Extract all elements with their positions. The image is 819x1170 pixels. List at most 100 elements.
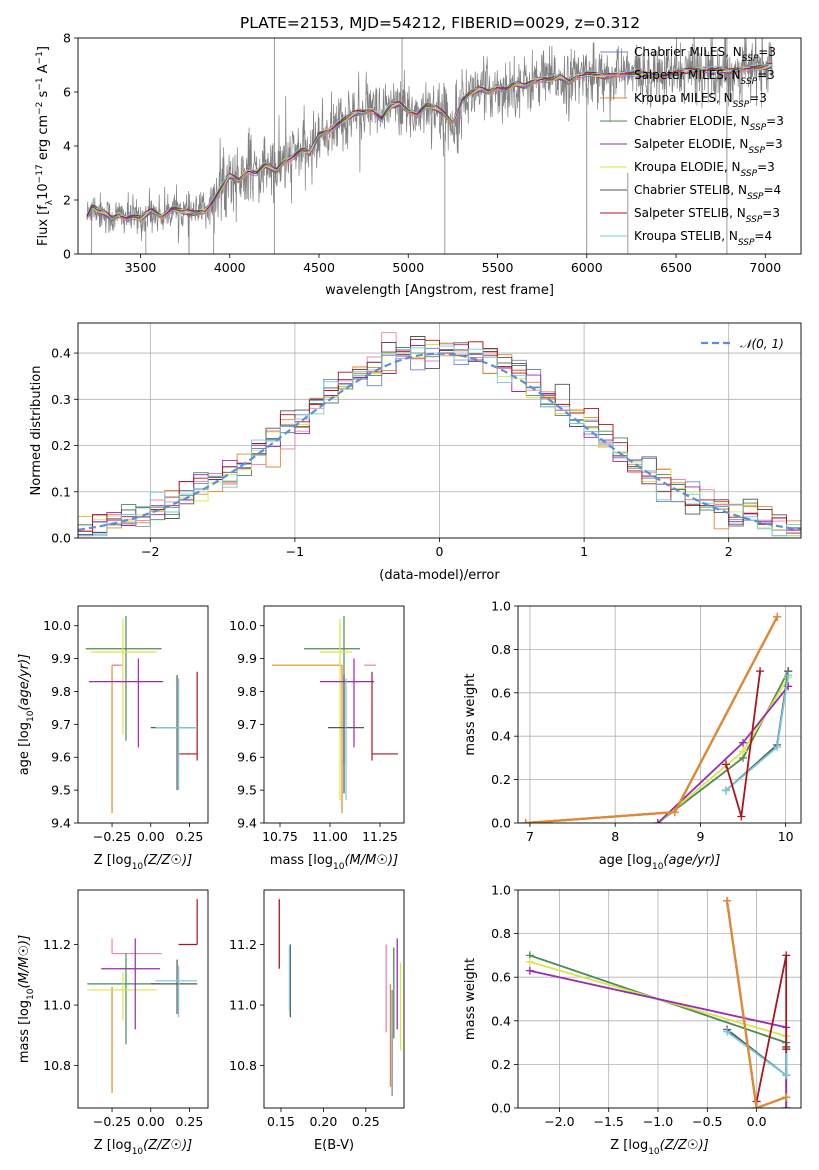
label-part: 10 bbox=[26, 988, 36, 1000]
x-tick-label: 0.00 bbox=[137, 1114, 165, 1129]
x-tick-label: 0.25 bbox=[352, 1114, 380, 1129]
y-axis-label: age [log10(age/yr)] bbox=[17, 654, 36, 776]
plot-area-mass_weight_vs_age bbox=[518, 606, 801, 823]
label-part: =3 bbox=[749, 91, 767, 105]
x-tick-label: 5000 bbox=[392, 260, 424, 275]
weight-marker-salpeter_elodie bbox=[525, 966, 534, 975]
weight-marker-kroupa_miles bbox=[773, 612, 782, 621]
errorbar-chabrier_elodie bbox=[304, 615, 360, 764]
y-tick-label: 10.8 bbox=[229, 1058, 257, 1073]
label-part: Kroupa MILES, N bbox=[634, 91, 733, 105]
x-tick-label: 4000 bbox=[214, 260, 246, 275]
y-axis-label: mass weight bbox=[463, 958, 478, 1040]
label-part: SSP bbox=[741, 77, 758, 87]
x-tick-label: −2.0 bbox=[544, 1114, 574, 1129]
x-tick-label: 0.0 bbox=[747, 1114, 767, 1129]
axes-mass_weight_vs_Z: −2.0 −1.5 −1.0 −0.5 0.0 0.0 0.2 0.4 0.6 0.8 1.0 Z [… bbox=[463, 883, 802, 1157]
weight-marker-kroupa_stelib bbox=[723, 1027, 732, 1036]
errorbar-chabrier_elodie bbox=[87, 953, 161, 1045]
x-tick-label: 9 bbox=[696, 829, 704, 844]
y-tick-label: 0.6 bbox=[491, 970, 511, 985]
x-tick-label: 3500 bbox=[125, 260, 157, 275]
label-part: 10 bbox=[333, 862, 345, 872]
model-fit-kroupa_elodie bbox=[86, 64, 772, 221]
weight-marker-kroupa_stelib bbox=[784, 671, 793, 680]
y-tick-label: 1.0 bbox=[491, 599, 511, 614]
x-tick-label: 2 bbox=[725, 544, 733, 559]
weight-marker-salpeter_elodie bbox=[653, 819, 662, 823]
label-part: Kroupa ELODIE, N bbox=[634, 160, 741, 174]
axes-frame bbox=[517, 605, 802, 824]
model-fit-chabrier_stelib bbox=[86, 62, 772, 219]
weight-marker-salpeter_stelib bbox=[721, 760, 730, 769]
errorbar-salpeter_stelib bbox=[178, 899, 198, 946]
errorbar-kroupa_elodie bbox=[90, 619, 157, 735]
y-tick-label: 0.2 bbox=[51, 438, 71, 453]
label-part: =3 bbox=[762, 206, 780, 220]
x-tick-label: 10 bbox=[778, 829, 794, 844]
errorbar-chabrier_stelib bbox=[150, 675, 198, 791]
axes-age_vs_mass: 10.75 11.00 11.25 9.4 9.5 9.6 9.7 9.8 9.9 10.0 mas… bbox=[229, 605, 405, 872]
y-tick-label: 0.3 bbox=[51, 392, 71, 407]
label-part: Z [log bbox=[94, 1138, 132, 1153]
y-axis-label: mass weight bbox=[463, 673, 478, 755]
errorbar-kroupa_elodie bbox=[320, 619, 352, 800]
label-part: 10 bbox=[652, 862, 664, 872]
plot-area-mass_vs_EBV bbox=[278, 899, 402, 1096]
label-part: SSP bbox=[750, 123, 767, 133]
y-tick-label: 0.0 bbox=[51, 531, 71, 546]
y-tick-label: 9.9 bbox=[237, 651, 257, 666]
label-part: Z [log bbox=[94, 853, 132, 868]
x-tick-label: −1.0 bbox=[643, 1114, 673, 1129]
x-tick-label: 0.15 bbox=[267, 1114, 295, 1129]
x-tick-label: 8 bbox=[611, 829, 619, 844]
label-part: −2 bbox=[35, 102, 45, 115]
label-part: Flux [f bbox=[36, 205, 51, 246]
y-tick-label: 0.0 bbox=[491, 816, 511, 831]
x-axis-label: E(B-V) bbox=[314, 1138, 354, 1153]
y-tick-label: 0.0 bbox=[491, 1101, 511, 1116]
label-part: Chabrier ELODIE, N bbox=[634, 114, 750, 128]
y-tick-label: 9.8 bbox=[51, 684, 71, 699]
label-part: =3 bbox=[757, 68, 775, 82]
label-part: Chabrier STELIB, N bbox=[634, 183, 747, 197]
label-part: Chabrier MILES, N bbox=[634, 45, 742, 59]
weight-line-kroupa_miles bbox=[525, 616, 779, 823]
label-part: Salpeter STELIB, N bbox=[634, 206, 746, 220]
y-tick-label: 10.0 bbox=[43, 618, 71, 633]
x-axis-label: age [log10(age/yr)] bbox=[599, 853, 721, 872]
label-part: =3 bbox=[766, 114, 784, 128]
axes-frame bbox=[77, 605, 209, 824]
label-part: SSP bbox=[748, 146, 765, 156]
errorbar-salpeter_stelib bbox=[178, 671, 198, 761]
legend-label-chabrier_miles: Chabrier MILES, NSSP=3 bbox=[634, 45, 776, 64]
y-tick-label: 9.5 bbox=[51, 783, 71, 798]
legend-label-kroupa_stelib: Kroupa STELIB, NSSP=4 bbox=[634, 229, 772, 248]
label-part: SSP bbox=[742, 54, 759, 64]
y-tick-label: 0.2 bbox=[491, 1057, 511, 1072]
weight-marker-salpeter_elodie bbox=[782, 1104, 791, 1108]
x-axis-label: Z [log10(Z/Z☉)] bbox=[610, 1138, 708, 1157]
errorbar-kroupa_miles bbox=[272, 664, 343, 814]
errorbar-chabrier_elodie bbox=[85, 615, 162, 741]
x-axis-label: (data-model)/error bbox=[379, 568, 500, 583]
legend-label-salpeter_elodie: Salpeter ELODIE, NSSP=3 bbox=[634, 137, 783, 156]
label-part: (age/yr)] bbox=[17, 654, 32, 711]
label-part: =3 bbox=[758, 45, 776, 59]
legend-label-chabrier_elodie: Chabrier ELODIE, NSSP=3 bbox=[634, 114, 784, 133]
x-tick-label: −0.25 bbox=[93, 829, 131, 844]
y-tick-label: 11.0 bbox=[229, 998, 257, 1013]
weight-marker-kroupa_miles bbox=[670, 808, 679, 817]
weight-marker-salpeter_stelib bbox=[756, 667, 765, 676]
y-axis-label: Normed distribution bbox=[29, 366, 44, 496]
axes-mass_vs_EBV: 0.15 0.20 0.25 10.8 11.0 11.2 E(B-V) bbox=[229, 889, 405, 1153]
axes-frame bbox=[263, 605, 405, 824]
label-part: SSP bbox=[746, 215, 763, 225]
y-tick-label: 10.8 bbox=[43, 1058, 71, 1073]
label-part: ] bbox=[36, 46, 51, 51]
label-part: SSP bbox=[741, 169, 758, 179]
label-part: =4 bbox=[754, 229, 772, 243]
x-tick-label: 11.25 bbox=[362, 829, 398, 844]
